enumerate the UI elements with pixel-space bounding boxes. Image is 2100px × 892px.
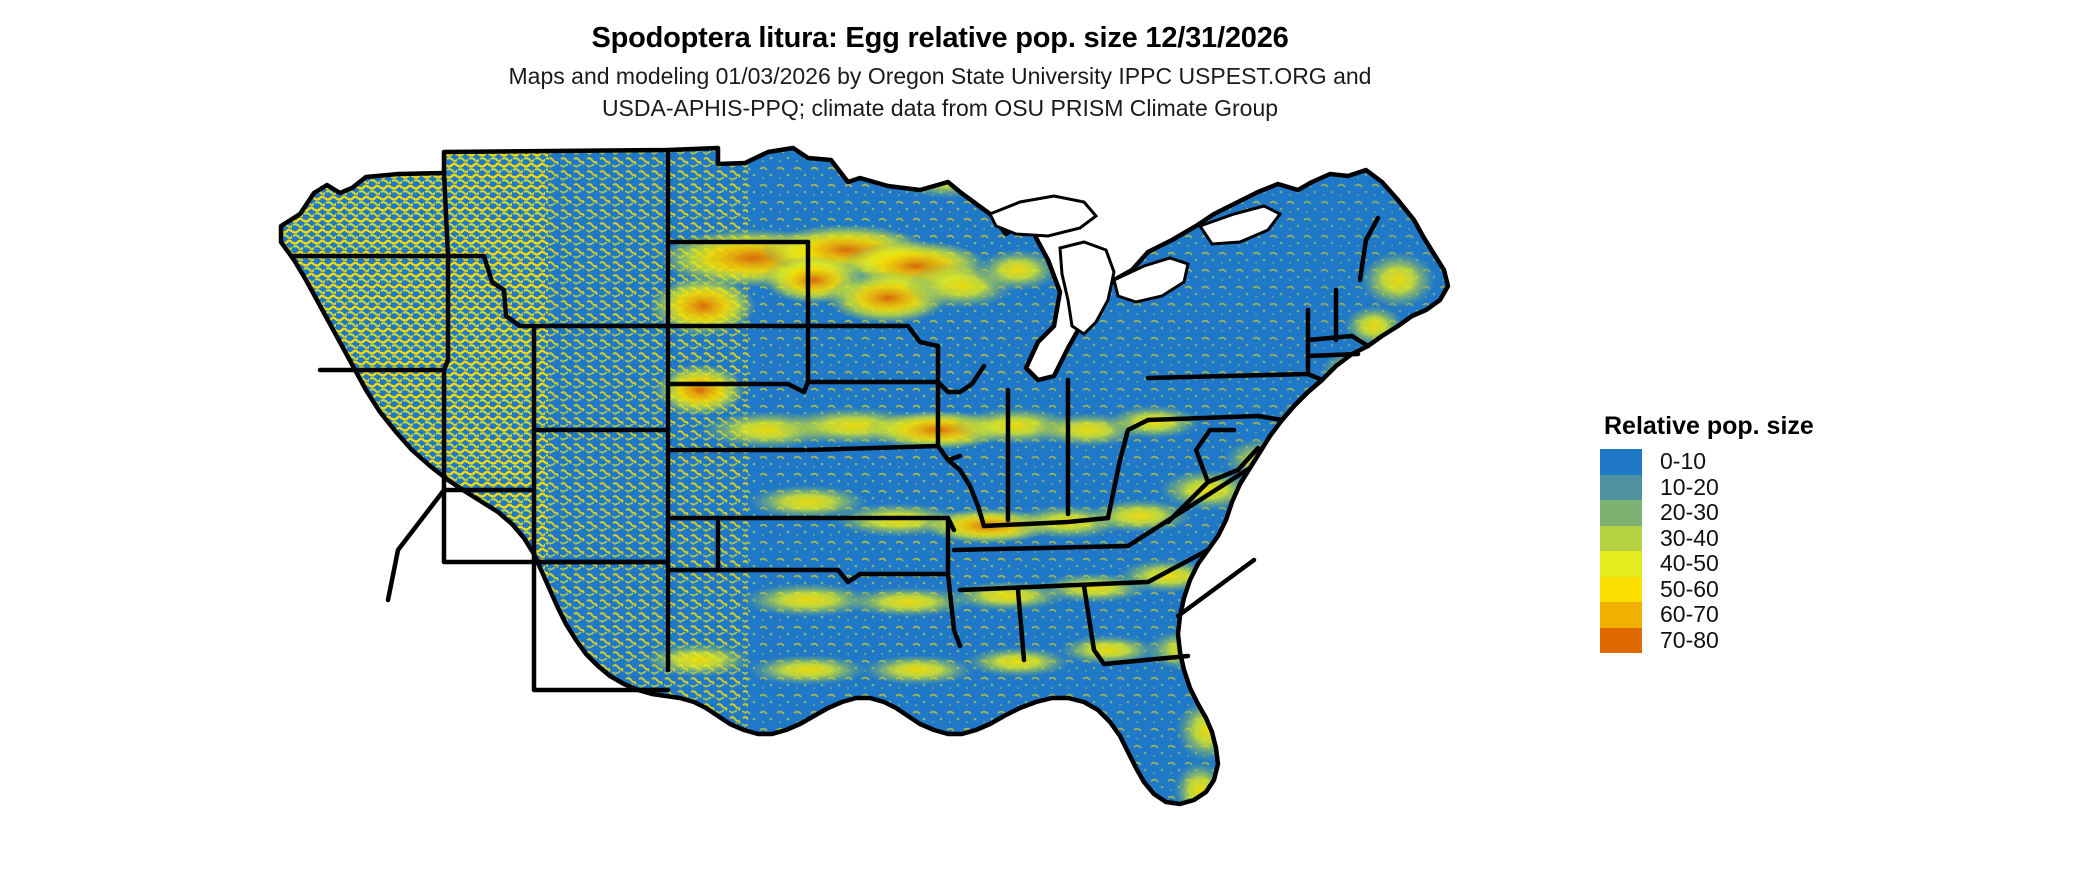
legend-row: 70-80 [1600,626,1860,653]
legend-label: 10-20 [1660,473,1719,500]
page-title: Spodoptera litura: Egg relative pop. siz… [591,22,1289,54]
legend-swatch [1600,449,1642,475]
legend-row: 40-50 [1600,551,1860,577]
legend-swatch [1600,551,1642,577]
texture-west [281,148,548,804]
subtitle-line-1: Maps and modeling 01/03/2026 by Oregon S… [508,63,1372,89]
legend-swatch [1600,602,1642,628]
legend-label: 70-80 [1660,626,1719,653]
map-raster-layer [281,148,1448,804]
legend-label: 0-10 [1660,448,1707,475]
legend-swatch [1600,500,1642,526]
legend-label: 40-50 [1660,550,1719,577]
us-map-svg [278,145,1451,807]
legend-row: 30-40 [1600,524,1860,551]
page-subtitle: Maps and modeling 01/03/2026 by Oregon S… [0,60,1880,124]
texture-northeast [1308,148,1448,804]
legend-label: 30-40 [1660,524,1719,551]
legend-label: 60-70 [1660,601,1719,628]
legend-row: 20-30 [1600,500,1860,526]
legend-label: 50-60 [1660,575,1719,602]
great-lakes [987,194,1283,336]
legend-row: 0-10 [1600,449,1860,475]
map-legend: Relative pop. size 0-10 10-20 20-30 30-40 40… [1600,412,1860,653]
legend-swatch [1600,525,1642,551]
legend-row: 50-60 [1600,575,1860,602]
legend-entries: 0-10 10-20 20-30 30-40 40-50 50-60 60-70 70-80 [1600,449,1860,653]
legend-swatch [1600,474,1642,500]
legend-row: 60-70 [1600,602,1860,628]
legend-swatch [1600,576,1642,602]
legend-label: 20-30 [1660,499,1719,526]
subtitle-line-2: USDA-APHIS-PPQ; climate data from OSU PR… [601,95,1279,121]
choropleth-map [248,130,1598,890]
legend-title: Relative pop. size [1604,412,1814,440]
legend-swatch [1600,627,1642,653]
legend-row: 10-20 [1600,473,1860,500]
